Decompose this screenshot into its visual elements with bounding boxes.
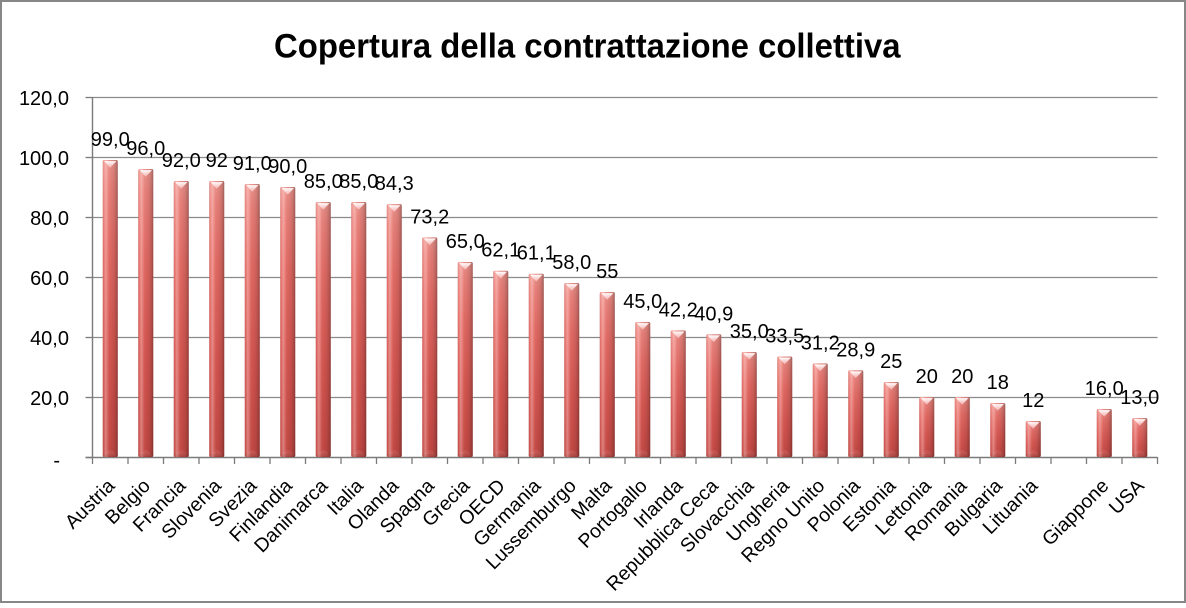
svg-text:85,0: 85,0 bbox=[339, 171, 378, 193]
svg-text:35,0: 35,0 bbox=[730, 321, 769, 343]
svg-text:Copertura della contrattazione: Copertura della contrattazione collettiv… bbox=[274, 28, 901, 66]
svg-text:20: 20 bbox=[951, 366, 973, 388]
svg-text:60,0: 60,0 bbox=[30, 268, 69, 290]
svg-text:96,0: 96,0 bbox=[126, 138, 165, 160]
svg-text:40,0: 40,0 bbox=[30, 328, 69, 350]
svg-text:33,5: 33,5 bbox=[765, 326, 804, 348]
svg-text:55: 55 bbox=[596, 261, 618, 283]
svg-text:61,1: 61,1 bbox=[517, 243, 556, 265]
svg-text:16,0: 16,0 bbox=[1085, 378, 1124, 400]
svg-text:58,0: 58,0 bbox=[552, 252, 591, 274]
svg-text:100,0: 100,0 bbox=[19, 148, 69, 170]
svg-text:12: 12 bbox=[1022, 390, 1044, 412]
svg-text:45,0: 45,0 bbox=[623, 291, 662, 313]
svg-text:13,0: 13,0 bbox=[1120, 387, 1159, 409]
svg-text:25: 25 bbox=[880, 351, 902, 373]
svg-text:90,0: 90,0 bbox=[268, 156, 307, 178]
svg-text:20: 20 bbox=[916, 366, 938, 388]
svg-text:62,1: 62,1 bbox=[481, 240, 520, 262]
svg-text:99,0: 99,0 bbox=[91, 129, 130, 151]
svg-text:40,9: 40,9 bbox=[694, 303, 733, 325]
svg-text:28,9: 28,9 bbox=[836, 339, 875, 361]
svg-text:80,0: 80,0 bbox=[30, 208, 69, 230]
svg-text:-: - bbox=[53, 450, 60, 472]
svg-text:92,0: 92,0 bbox=[162, 150, 201, 172]
svg-text:18: 18 bbox=[987, 372, 1009, 394]
svg-text:20,0: 20,0 bbox=[30, 388, 69, 410]
svg-text:91,0: 91,0 bbox=[233, 153, 272, 175]
svg-text:92: 92 bbox=[206, 150, 228, 172]
svg-text:73,2: 73,2 bbox=[410, 206, 449, 228]
svg-text:31,2: 31,2 bbox=[801, 332, 840, 354]
svg-text:65,0: 65,0 bbox=[446, 231, 485, 253]
svg-text:120,0: 120,0 bbox=[19, 88, 69, 110]
svg-text:85,0: 85,0 bbox=[304, 171, 343, 193]
svg-text:42,2: 42,2 bbox=[659, 299, 698, 321]
svg-text:84,3: 84,3 bbox=[375, 173, 414, 195]
